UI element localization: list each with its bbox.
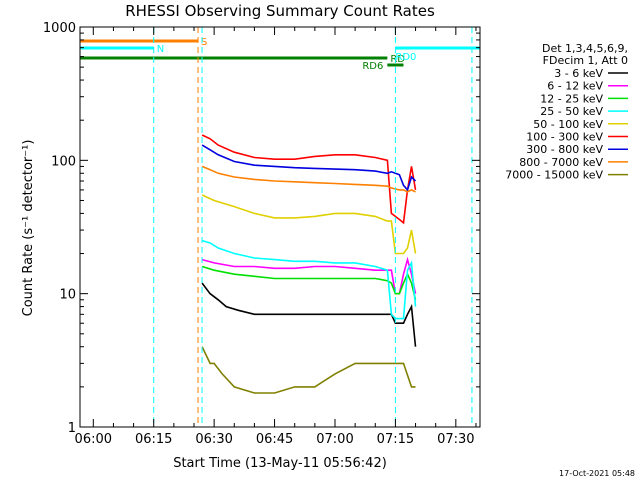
x-axis-label: Start Time (13-May-11 05:56:42) xyxy=(173,456,387,471)
series-line-5 xyxy=(201,134,417,225)
y-tick-label-3: 1000 xyxy=(43,21,76,36)
series-line-2 xyxy=(201,265,417,300)
ticks-layer: 06:00 06:15 06:30 06:45 07:00 07:15 07:30 1 10 10… xyxy=(43,21,480,447)
series-line-6 xyxy=(201,144,417,192)
y-tick-label-1: 10 xyxy=(59,288,76,303)
x-tick-label-2: 06:30 xyxy=(195,432,232,447)
plot-frame xyxy=(79,26,481,428)
annotation-label-rd0: RD0 xyxy=(395,52,416,63)
x-tick-label-0: 06:00 xyxy=(75,432,112,447)
series-line-1 xyxy=(201,256,417,295)
legend-label-1: 6 - 12 keV xyxy=(547,80,603,93)
legend-label-4: 50 - 100 keV xyxy=(533,118,603,131)
x-tick-label-1: 06:15 xyxy=(135,432,172,447)
legend: Det 1,3,4,5,6,9,FDecim 1, Att 03 - 6 keV… xyxy=(505,42,628,182)
legend-label-8: 7000 - 15000 keV xyxy=(505,169,603,182)
annotation-label-s: S xyxy=(201,37,207,48)
series-line-7 xyxy=(201,165,416,193)
series-line-8 xyxy=(201,346,416,394)
legend-label-5: 100 - 300 keV xyxy=(526,131,603,144)
timestamp: 17-Oct-2021 05:48 xyxy=(559,469,635,478)
annotation-label-rd: RD xyxy=(390,54,405,65)
x-tick-label-4: 07:00 xyxy=(316,432,353,447)
legend-header-0: Det 1,3,4,5,6,9, xyxy=(542,42,628,55)
legend-label-7: 800 - 7000 keV xyxy=(519,156,603,169)
annotation-label-rd6: RD6 xyxy=(362,61,383,72)
legend-label-0: 3 - 6 keV xyxy=(554,67,603,80)
legend-label-3: 25 - 50 keV xyxy=(540,105,603,118)
y-tick-label-2: 100 xyxy=(51,154,76,169)
series-line-3 xyxy=(201,239,417,320)
y-axis-label: Count Rate (s⁻¹ detector⁻¹) xyxy=(21,140,36,317)
legend-label-2: 12 - 25 keV xyxy=(540,92,603,105)
series-line-0 xyxy=(201,282,417,347)
chart-title: RHESSI Observing Summary Count Rates xyxy=(125,2,435,20)
x-tick-label-6: 07:30 xyxy=(437,432,474,447)
series-line-4 xyxy=(201,194,417,255)
y-tick-label-0: 1 xyxy=(68,421,76,436)
legend-label-6: 300 - 800 keV xyxy=(526,143,603,156)
x-tick-label-5: 07:15 xyxy=(377,432,414,447)
x-tick-label-3: 06:45 xyxy=(256,432,293,447)
annotation-label-n: N xyxy=(157,44,164,55)
series-layer xyxy=(201,134,417,394)
legend-header-1: FDecim 1, Att 0 xyxy=(543,54,628,67)
